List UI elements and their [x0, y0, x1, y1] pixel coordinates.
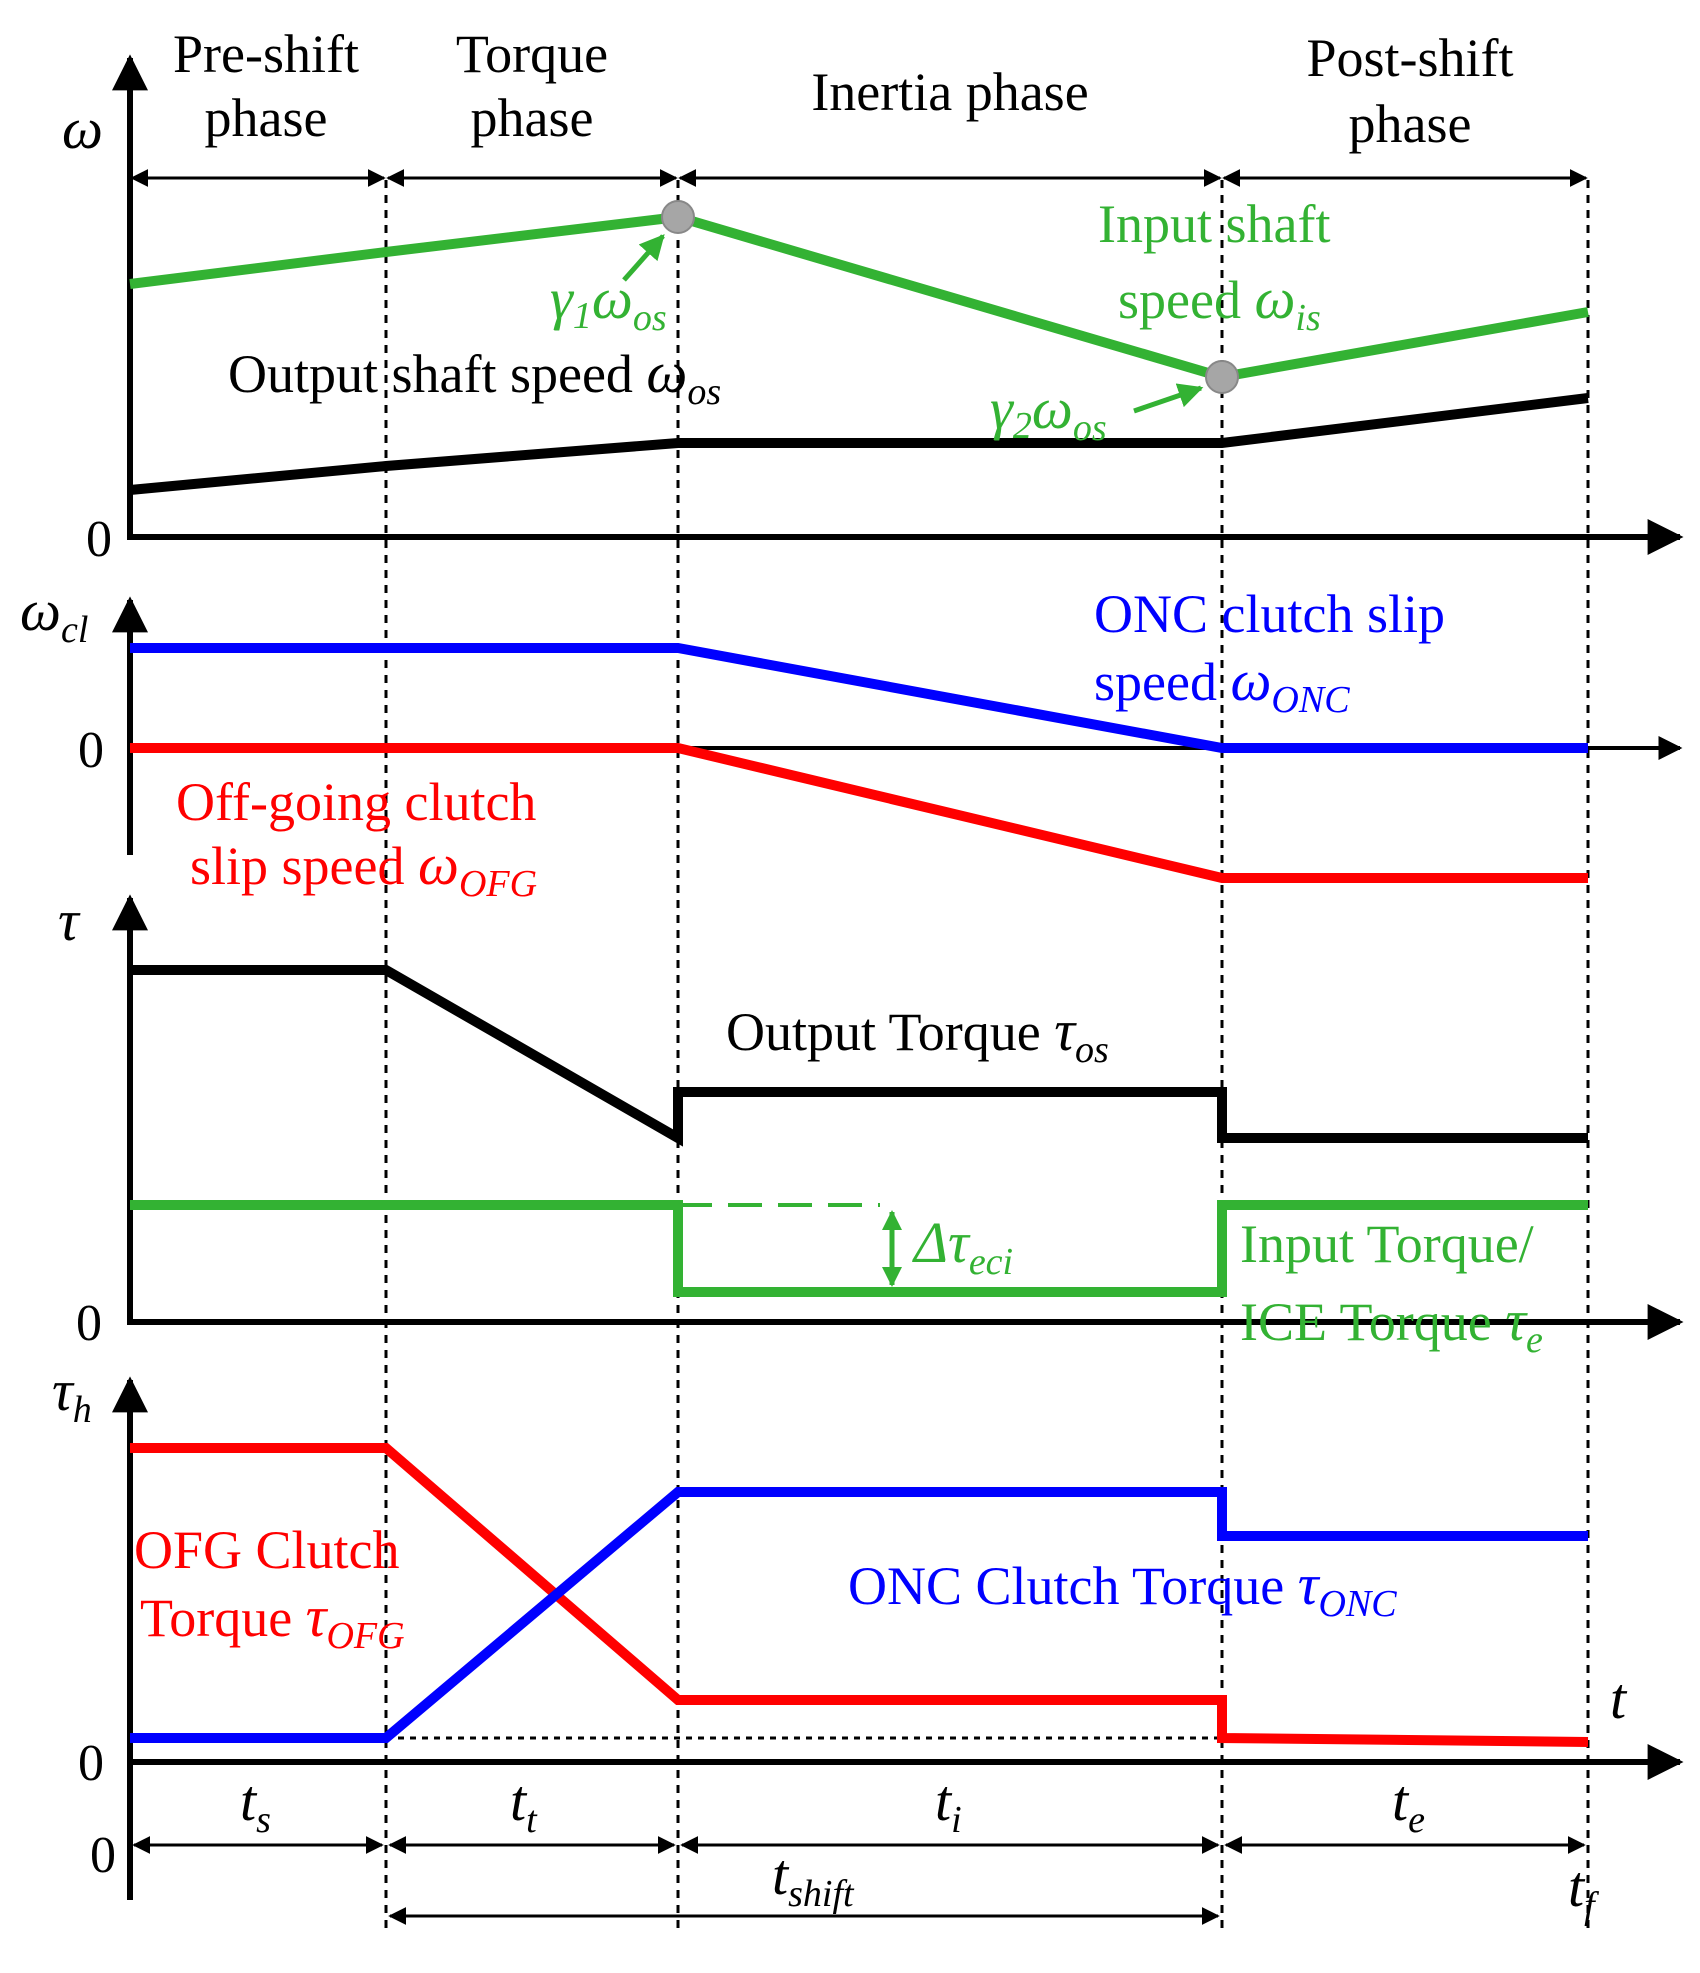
- gamma2-label: γ2ωos: [990, 376, 1107, 449]
- ofg-clutch-torque-label: OFG Clutch: [134, 1520, 400, 1580]
- input-torque-label: Input Torque/: [1240, 1214, 1534, 1274]
- gamma1-arrow: [622, 234, 665, 282]
- onc-clutch-torque-line: [130, 1487, 1588, 1743]
- onc-slip-label-2: speed ωONC: [1094, 648, 1350, 721]
- pre-shift-label-2: phase: [205, 88, 328, 148]
- tf-label: tf: [1568, 1854, 1599, 1927]
- ts-label: ts: [240, 1768, 271, 1841]
- duration-labels: ts tt ti te tshift tf: [240, 1768, 1599, 1927]
- inertia-phase-label: Inertia phase: [811, 62, 1088, 122]
- post-shift-label-2: phase: [1349, 94, 1472, 154]
- ofg-slip-label: Off-going clutch: [176, 772, 536, 832]
- torque-zero-label: 0: [76, 1295, 102, 1352]
- torque-phase-label: Torque: [456, 24, 608, 84]
- input-torque-line: [130, 1200, 1588, 1297]
- slip-zero-label: 0: [78, 722, 104, 779]
- omega-cl-axis-label: ωcl: [20, 578, 88, 651]
- tau-axis-label: τ: [58, 888, 81, 953]
- post-shift-label: Post-shift: [1306, 28, 1513, 88]
- ofg-slip-label-2: slip speed ωOFG: [190, 832, 537, 905]
- ofg-slip-speed-line: [130, 743, 1588, 883]
- onc-slip-speed-line: [130, 643, 1588, 753]
- te-label: te: [1392, 1768, 1425, 1841]
- slip-panel: ωcl 0 ONC clutch slip speed ωONC Off-goi…: [20, 578, 1683, 905]
- clutch-zero-label: 0: [78, 1735, 104, 1792]
- t-axis-label: t: [1610, 1666, 1628, 1731]
- torque-panel: τ 0 Output Torque τos Δτeci Input Torque…: [58, 888, 1684, 1361]
- tt-label: tt: [510, 1768, 538, 1841]
- gamma2-marker: [1205, 360, 1239, 394]
- input-torque-label-2: ICE Torque τe: [1240, 1288, 1543, 1361]
- duration-arrows: [132, 1836, 1586, 1925]
- ti-label: ti: [935, 1768, 962, 1841]
- input-shaft-label-2: speed ωis: [1118, 266, 1321, 339]
- torque-phase-label-2: phase: [471, 88, 594, 148]
- speed-zero-label: 0: [86, 511, 112, 568]
- gamma1-marker: [661, 200, 695, 234]
- phase-labels: Pre-shift phase Torque phase Inertia pha…: [173, 24, 1514, 154]
- clutch-torque-panel: τh 0 t OFG Clutch Torque τOFG ONC Clutch…: [52, 1358, 1684, 1900]
- tshift-label: tshift: [772, 1842, 855, 1915]
- delta-torque-label: Δτeci: [912, 1210, 1013, 1283]
- pre-shift-label: Pre-shift: [173, 24, 359, 84]
- gamma2-arrow: [1133, 383, 1204, 414]
- duration-zero-label: 0: [90, 1827, 116, 1884]
- ofg-clutch-torque-line: [130, 1443, 1589, 1747]
- ofg-clutch-torque-label-2: Torque τOFG: [140, 1584, 405, 1657]
- output-shaft-label: Output shaft speed ωos: [228, 340, 721, 413]
- output-torque-line: [130, 965, 1588, 1147]
- output-shaft-speed-line: [129, 393, 1589, 495]
- omega-axis-label: ω: [62, 96, 103, 161]
- phase-boundaries: [384, 180, 1590, 1935]
- speed-panel: ω 0 Input shaft speed ωis γ1ωos γ2ωos Ou…: [62, 54, 1684, 568]
- tau-h-axis-label: τh: [52, 1358, 92, 1431]
- onc-slip-label: ONC clutch slip: [1094, 584, 1445, 644]
- onc-clutch-torque-label: ONC Clutch Torque τONC: [848, 1552, 1397, 1625]
- gamma1-label: γ1ωos: [550, 266, 667, 339]
- output-torque-label: Output Torque τos: [726, 998, 1109, 1071]
- input-shaft-label: Input shaft: [1098, 194, 1330, 254]
